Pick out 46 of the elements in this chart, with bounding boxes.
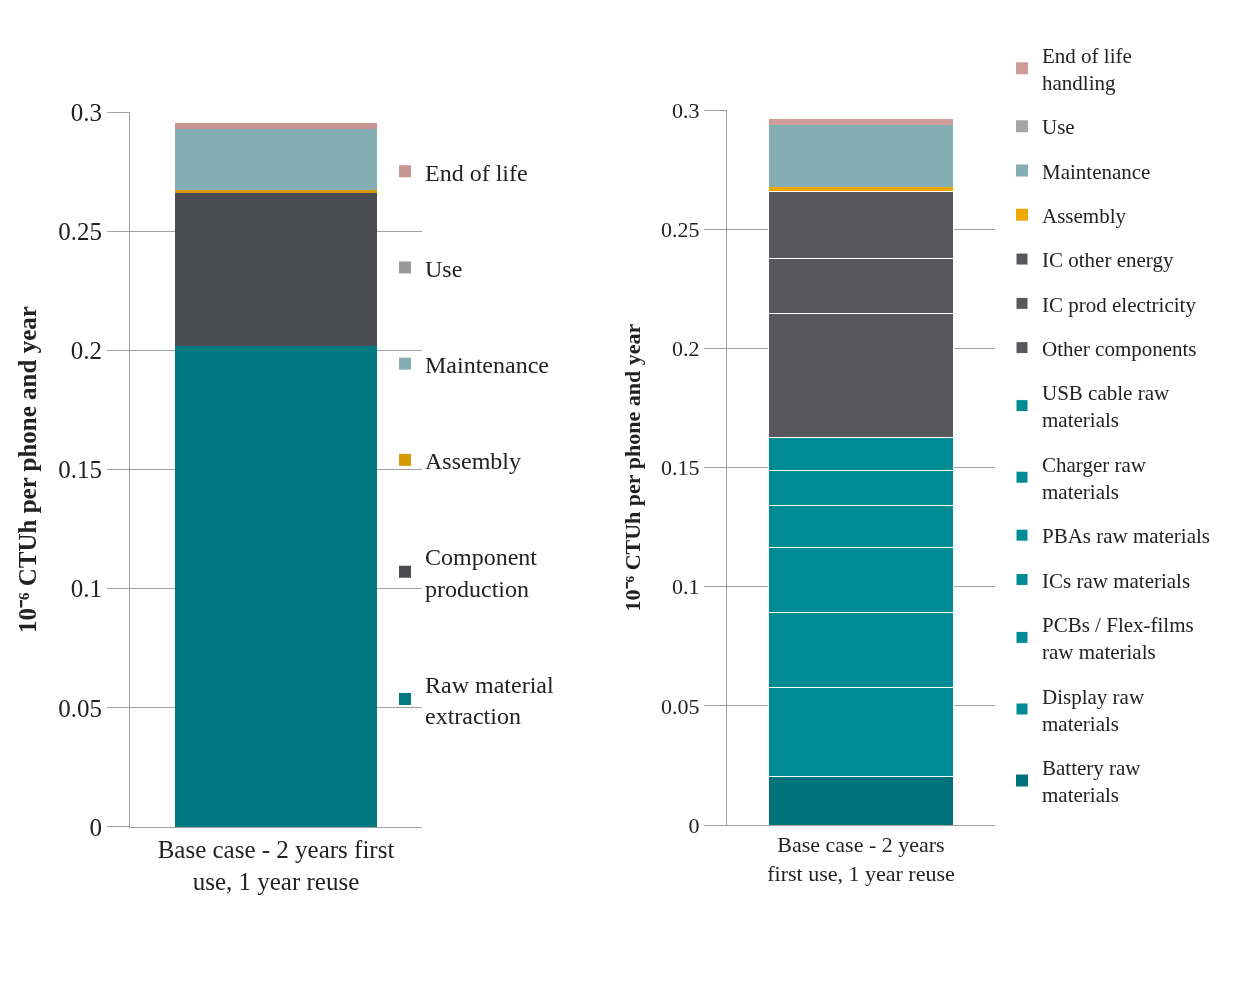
legend-label: End of life handling bbox=[1042, 43, 1132, 96]
legend-label: IC other energy bbox=[1042, 248, 1174, 273]
y-tick-label: 0.05 bbox=[58, 694, 102, 722]
y-tick-label: 0.05 bbox=[661, 693, 700, 719]
y-axis-title: 10⁻⁶ CTUh per phone and year bbox=[14, 306, 41, 634]
legend-label: PBAs raw materials bbox=[1042, 524, 1210, 549]
y-tick-label: 0 bbox=[688, 812, 700, 838]
y-tick-label: 0.1 bbox=[70, 575, 102, 603]
bar bbox=[768, 776, 954, 826]
legend-label: ICs raw materials bbox=[1042, 568, 1191, 593]
bar bbox=[175, 193, 377, 346]
legend-label: PCBs / Flex-films raw materials bbox=[1042, 612, 1194, 665]
y-tick-label: 0.3 bbox=[672, 97, 700, 123]
legend-label: Assembly bbox=[1042, 203, 1127, 228]
y-tick-label: 0.2 bbox=[672, 336, 700, 362]
legend-label: Charger raw materials bbox=[1042, 452, 1147, 505]
y-tick-label: 0.15 bbox=[58, 456, 102, 484]
y-axis-title: 10⁻⁶ CTUh per phone and year bbox=[619, 323, 645, 612]
y-tick-label: 0 bbox=[89, 813, 102, 841]
bar bbox=[175, 122, 377, 129]
y-tick-label: 0.25 bbox=[58, 218, 102, 246]
legend-label: Other components bbox=[1042, 336, 1197, 361]
bar bbox=[768, 125, 954, 188]
legend-label: Raw material extraction bbox=[425, 671, 554, 730]
bar bbox=[768, 187, 954, 192]
legend-label: USB cable raw materials bbox=[1042, 381, 1170, 433]
y-tick-label: 0.1 bbox=[672, 574, 700, 600]
y-tick-label: 0.2 bbox=[70, 337, 102, 365]
y-tick-label: 0.25 bbox=[661, 217, 700, 243]
legend-label: Maintenance bbox=[425, 352, 549, 379]
legend-label: End of life bbox=[425, 159, 528, 186]
legend-label: Battery raw materials bbox=[1042, 756, 1142, 808]
bar bbox=[175, 345, 377, 827]
legend-label: Display raw materials bbox=[1042, 684, 1145, 736]
bar bbox=[768, 119, 954, 126]
y-tick-label: 0.3 bbox=[70, 98, 102, 126]
legend-label: Use bbox=[1042, 115, 1075, 140]
legend-label: IC prod electricity bbox=[1042, 292, 1197, 317]
legend-label: Maintenance bbox=[1042, 159, 1151, 184]
x-tick-label: Base case - 2 years first use, 1 year reuse bbox=[157, 835, 395, 896]
legend-label: Use bbox=[425, 255, 463, 282]
bar bbox=[175, 128, 377, 190]
x-tick-label: Base case - 2 years first use, 1 year reuse bbox=[767, 832, 955, 887]
legend-label: Component production bbox=[425, 544, 538, 602]
y-tick-label: 0.15 bbox=[661, 455, 700, 481]
legend-label: Assembly bbox=[425, 448, 521, 475]
